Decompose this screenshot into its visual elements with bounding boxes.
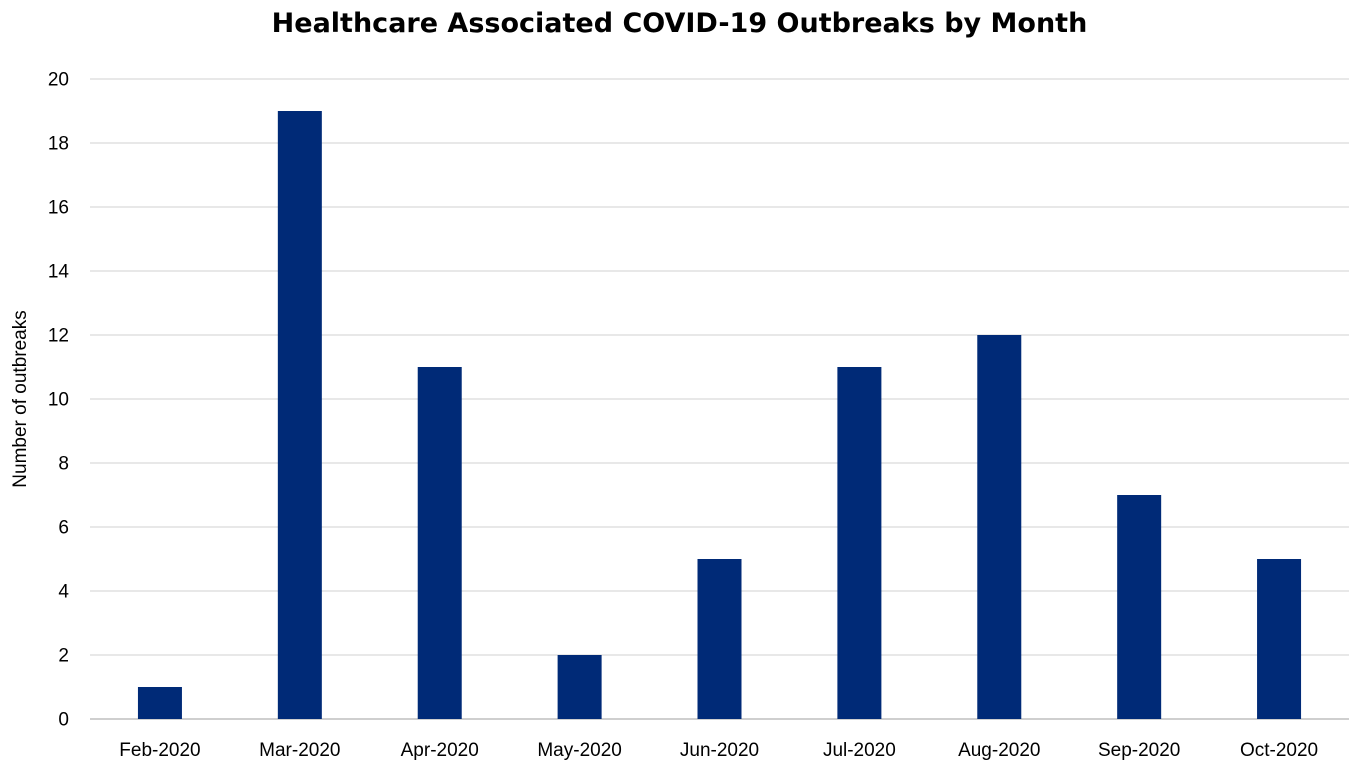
bar-jun-2020: [697, 559, 742, 719]
y-tick-label: 16: [48, 198, 69, 219]
x-axis-ticks: Feb-2020 Mar-2020 Apr-2020 May-2020 Jun-2020…: [119, 740, 1318, 761]
bar-aug-2020: [977, 335, 1022, 719]
y-tick-label: 2: [58, 646, 69, 667]
y-tick-label: 6: [58, 518, 69, 539]
bar-feb-2020: [137, 687, 182, 719]
chart-title: Healthcare Associated COVID-19 Outbreaks…: [271, 8, 1088, 39]
x-tick-label: May-2020: [537, 740, 622, 761]
bar-apr-2020: [417, 367, 462, 719]
y-axis-ticks: 0 2 4 6 8 10 12 14 16 18 20: [48, 70, 70, 731]
y-tick-label: 0: [58, 710, 69, 731]
x-tick-label: Mar-2020: [259, 740, 340, 761]
bar-oct-2020: [1257, 559, 1302, 719]
bar-mar-2020: [277, 111, 322, 719]
x-tick-label: Aug-2020: [958, 740, 1040, 761]
x-tick-label: Sep-2020: [1098, 740, 1180, 761]
y-tick-label: 14: [48, 262, 70, 283]
y-tick-label: 20: [48, 70, 69, 91]
x-tick-label: Jul-2020: [823, 740, 896, 761]
y-tick-label: 12: [48, 326, 69, 347]
bar-jul-2020: [837, 367, 882, 719]
y-tick-label: 18: [48, 134, 69, 155]
bar-may-2020: [557, 655, 602, 719]
x-tick-label: Jun-2020: [680, 740, 759, 761]
bars: [137, 111, 1302, 719]
y-axis-label: Number of outbreaks: [10, 310, 31, 487]
x-tick-label: Apr-2020: [401, 740, 479, 761]
x-tick-label: Oct-2020: [1240, 740, 1318, 761]
y-tick-label: 10: [48, 390, 69, 411]
y-tick-label: 8: [58, 454, 69, 475]
y-tick-label: 4: [58, 582, 69, 603]
x-tick-label: Feb-2020: [119, 740, 200, 761]
bar-sep-2020: [1117, 495, 1162, 719]
